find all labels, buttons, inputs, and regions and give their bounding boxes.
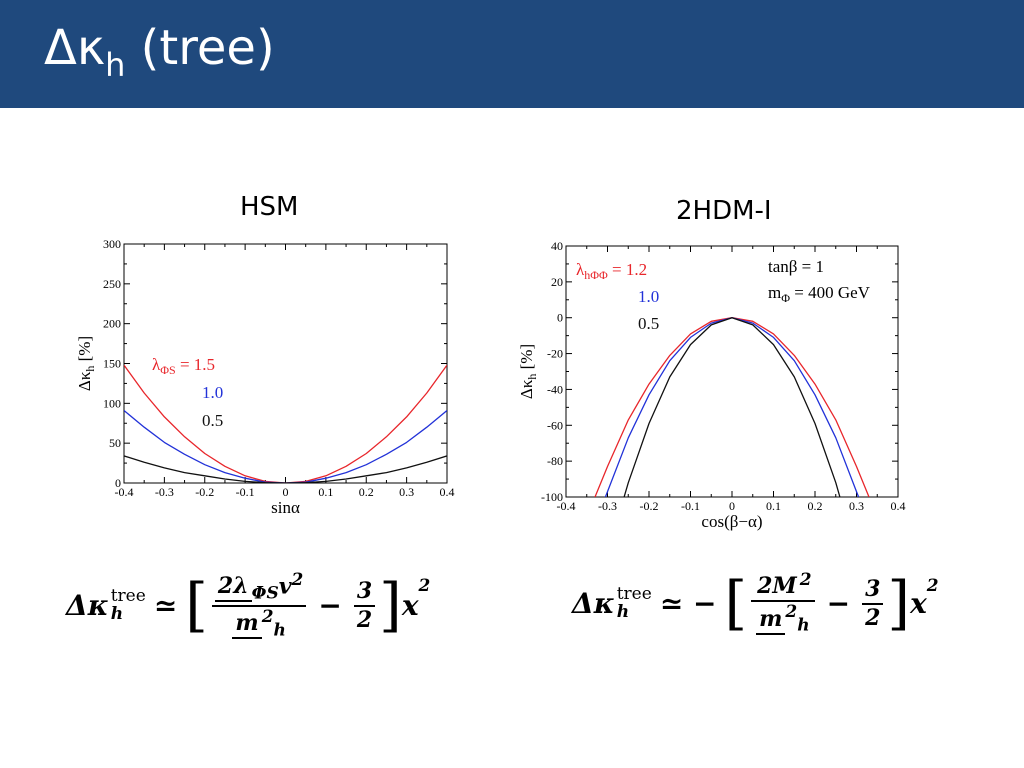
- x-tick-label: -0.1: [236, 485, 255, 499]
- chart-2hdm: -0.4 -0.3 -0.2 -0.1 0 0.1 0.2 0.3 0.4 -100 -80 -60 -…: [517, 239, 906, 531]
- y-tick-label: 0: [557, 311, 563, 325]
- y-axis-title: Δκh [%]: [517, 344, 539, 399]
- y-tick-label: -60: [547, 418, 563, 432]
- y-tick-label: 300: [103, 237, 121, 251]
- legend-entry: 0.5: [638, 314, 659, 333]
- x-tick-label: 0: [729, 499, 735, 513]
- x-tick-label: 0.2: [808, 499, 823, 513]
- y-tick-label: -80: [547, 454, 563, 468]
- x-tick-label: -0.1: [681, 499, 700, 513]
- y-tick-label: 40: [551, 239, 563, 253]
- series-line-0.5: [124, 455, 447, 483]
- x-axis-title: sinα: [271, 498, 300, 517]
- y-tick-label: 250: [103, 277, 121, 291]
- annotation: tanβ = 1: [768, 257, 824, 276]
- x-tick-label: -0.3: [155, 485, 174, 499]
- x-axis-title: cos(β−α): [701, 512, 762, 531]
- y-tick-label: -100: [541, 490, 563, 504]
- y-tick-label: 50: [109, 436, 121, 450]
- series-line-1.5: [124, 364, 447, 483]
- y-tick-label: 150: [103, 357, 121, 371]
- series-line-1.0: [124, 409, 447, 483]
- x-tick-label: 0.3: [399, 485, 414, 499]
- y-tick-label: -20: [547, 347, 563, 361]
- panel-label-hsm: HSM: [240, 192, 299, 222]
- x-tick-label: 0.4: [891, 499, 906, 513]
- y-tick-label: 100: [103, 396, 121, 410]
- series-line-0.5: [623, 317, 841, 497]
- y-axis-title: Δκh [%]: [75, 336, 97, 391]
- annotation: mΦ = 400 GeV: [768, 283, 871, 305]
- y-tick-label: 0: [115, 476, 121, 490]
- y-tick-label: 200: [103, 317, 121, 331]
- legend-entry: 1.0: [202, 383, 223, 402]
- x-tick-label: 0.3: [849, 499, 864, 513]
- x-tick-label: 0.1: [766, 499, 781, 513]
- y-tick-label: -40: [547, 382, 563, 396]
- series-line-1.2: [594, 317, 870, 497]
- x-tick-label: 0: [283, 485, 289, 499]
- series-line-1.0: [604, 317, 860, 497]
- x-tick-label: 0.4: [440, 485, 455, 499]
- x-tick-label: -0.2: [195, 485, 214, 499]
- x-tick-label: -0.4: [115, 485, 134, 499]
- legend-entry: λΦS = 1.5: [152, 355, 215, 377]
- slide-title: Δκh (tree): [44, 20, 275, 84]
- slide-header: [0, 0, 1024, 108]
- x-tick-label: -0.2: [640, 499, 659, 513]
- legend-entry: 0.5: [202, 411, 223, 430]
- x-tick-label: -0.4: [557, 499, 576, 513]
- x-tick-label: 0.2: [359, 485, 374, 499]
- legend-entry: 1.0: [638, 287, 659, 306]
- panel-label-2hdm: 2HDM-I: [676, 196, 772, 226]
- y-tick-label: 20: [551, 275, 563, 289]
- x-tick-label: -0.3: [598, 499, 617, 513]
- x-tick-label: 0.1: [318, 485, 333, 499]
- chart-hsm: -0.4 -0.3 -0.2 -0.1 0 0.1 0.2 0.3 0.4 0 50 100 150 20…: [75, 237, 455, 517]
- legend-entry: λhΦΦ = 1.2: [576, 260, 647, 282]
